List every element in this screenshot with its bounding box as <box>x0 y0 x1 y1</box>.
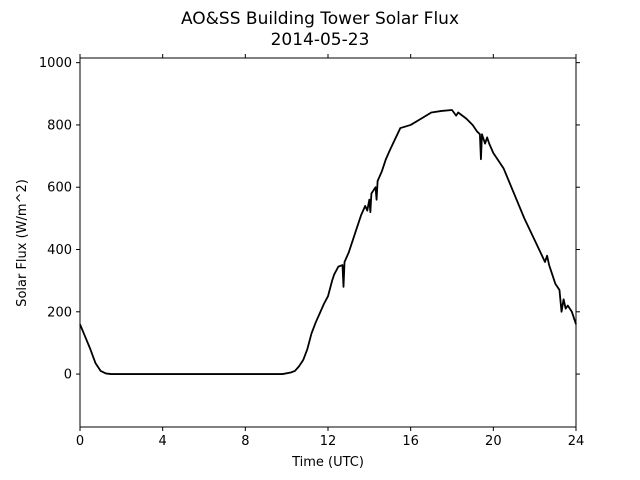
series-layer <box>79 109 577 375</box>
x-tick-label: 20 <box>485 434 502 449</box>
chart-subtitle: 2014-05-23 <box>271 30 370 50</box>
axis-ticks: 0 4 8 12 16 20 24 0 200 400 600 800 1000 <box>39 54 584 449</box>
y-axis-label: Solar Flux (W/m^2) <box>15 179 30 307</box>
x-tick-label: 4 <box>159 434 167 449</box>
y-tick-label: 1000 <box>39 56 72 71</box>
plot-area-frame <box>79 57 577 428</box>
x-tick-label: 16 <box>402 434 419 449</box>
x-tick-label: 8 <box>241 434 249 449</box>
x-tick-label: 0 <box>76 434 84 449</box>
chart-title: AO&SS Building Tower Solar Flux <box>181 9 459 29</box>
y-tick-label: 600 <box>47 181 72 196</box>
y-tick-label: 400 <box>47 243 72 258</box>
x-tick-label: 12 <box>320 434 337 449</box>
x-tick-label: 24 <box>568 434 585 449</box>
solar-flux-line <box>79 109 577 375</box>
y-tick-label: 0 <box>64 368 72 383</box>
y-tick-label: 200 <box>47 305 72 320</box>
x-axis-label: Time (UTC) <box>291 455 364 470</box>
y-tick-label: 800 <box>47 118 72 133</box>
